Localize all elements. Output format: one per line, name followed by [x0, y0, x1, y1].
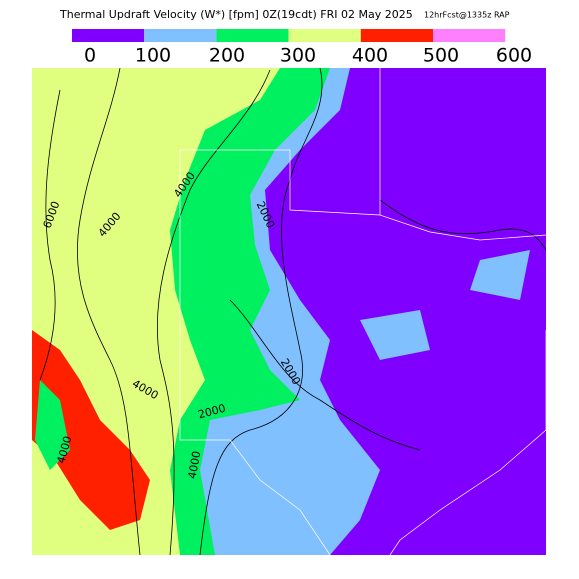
- borders: [179, 68, 546, 555]
- red-area: [32, 330, 150, 530]
- green-area: [35, 380, 70, 470]
- legend-swatch: [433, 29, 506, 42]
- legend-label: 200: [209, 45, 245, 67]
- color-legend: 0 100 200 300 400 500 600: [72, 29, 532, 67]
- legend-label: 500: [423, 45, 459, 67]
- legend-swatch: [288, 29, 361, 42]
- legend-label: 300: [280, 45, 316, 67]
- legend-label: 100: [135, 45, 171, 67]
- legend-swatch: [144, 29, 217, 42]
- legend-label: 0: [84, 45, 96, 67]
- contour-label: 4000: [186, 450, 204, 480]
- legend-label: 600: [496, 45, 532, 67]
- model-label: 12hrFcst@1335z RAP: [424, 11, 510, 20]
- legend-swatch: [216, 29, 289, 42]
- map-title: Thermal Updraft Velocity (W*) [fpm] 0Z(1…: [59, 8, 413, 21]
- legend-label: 400: [352, 45, 388, 67]
- legend-swatch: [360, 29, 433, 42]
- contours: [39, 68, 546, 555]
- blue-area: [360, 250, 530, 360]
- legend-swatch: [72, 29, 145, 42]
